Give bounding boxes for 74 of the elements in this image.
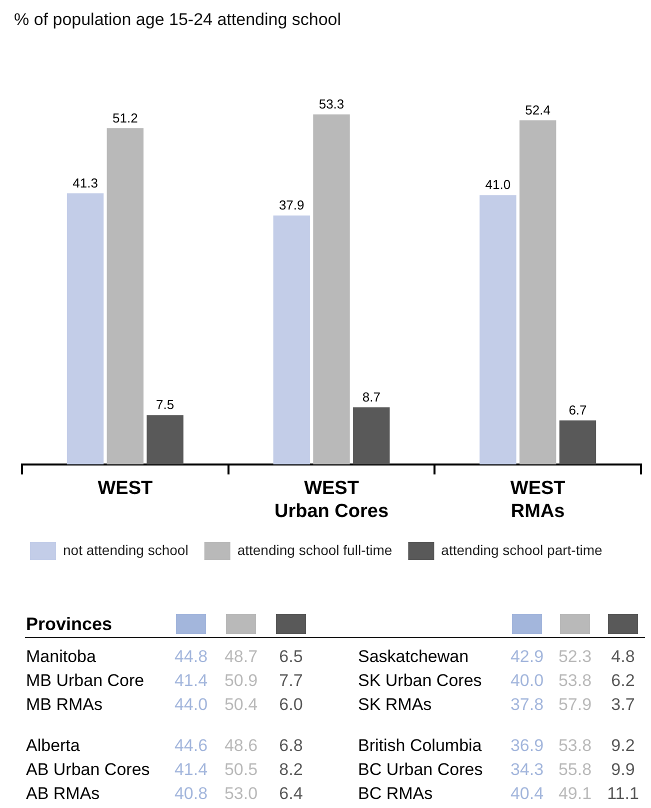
chart-title: % of population age 15-24 attending school <box>14 10 342 29</box>
data-label: 41.4 <box>173 671 209 691</box>
legend-label: attending school part-time <box>441 542 602 558</box>
data-label: 44.0 <box>173 695 209 715</box>
data-label: 53.0 <box>223 784 259 804</box>
data-label: 6.0 <box>278 695 304 715</box>
text: Provinces <box>26 614 112 635</box>
data-label: 7.7 <box>278 671 304 691</box>
bar <box>353 407 390 464</box>
legend-label: attending school full-time <box>237 542 392 558</box>
data-label: 57.9 <box>557 695 593 715</box>
bar <box>66 193 104 464</box>
data-label: 37.9 <box>278 198 304 213</box>
bar <box>106 128 144 464</box>
category-label: MB RMAs <box>26 695 104 715</box>
data-label: 50.4 <box>223 695 259 715</box>
data-label: 50.9 <box>223 671 259 691</box>
data-label: 44.8 <box>173 647 209 667</box>
data-label: 3.7 <box>610 695 636 715</box>
bar <box>480 195 516 464</box>
data-label: 50.5 <box>223 760 259 780</box>
data-label: 44.6 <box>173 736 209 756</box>
category-label: BC RMAs <box>358 784 434 804</box>
bar <box>146 415 184 464</box>
category-label: Saskatchewan <box>358 647 470 667</box>
data-label: 6.2 <box>610 671 636 691</box>
data-label: 40.0 <box>509 671 545 691</box>
data-label: 52.4 <box>525 102 550 118</box>
data-label: 48.7 <box>223 647 259 667</box>
data-label: 55.8 <box>557 760 593 780</box>
data-label: 40.8 <box>173 784 209 804</box>
data-label: 34.3 <box>509 760 545 780</box>
bar <box>273 216 310 464</box>
legend-label: not attending school <box>63 542 188 558</box>
bar <box>519 120 556 464</box>
data-label: 49.1 <box>557 784 593 804</box>
data-label: 53.8 <box>557 671 593 691</box>
x-tick-label: WEST RMAs <box>510 478 566 522</box>
data-label: 41.4 <box>173 760 209 780</box>
category-label: AB Urban Cores <box>26 760 151 780</box>
data-label: 41.3 <box>72 175 98 190</box>
category-label: MB Urban Core <box>26 671 146 691</box>
data-label: 40.4 <box>509 784 545 804</box>
data-label: 8.7 <box>362 389 380 404</box>
category-label: BC Urban Cores <box>358 760 484 780</box>
bar <box>313 114 350 464</box>
bar <box>559 420 596 464</box>
data-label: 6.5 <box>278 647 304 667</box>
category-label: AB RMAs <box>26 784 101 804</box>
data-label: 11.1 <box>606 784 640 804</box>
data-label: 6.8 <box>278 736 304 756</box>
category-label: British Columbia <box>358 736 483 756</box>
data-label: 6.4 <box>278 784 304 804</box>
data-label: 51.2 <box>112 110 138 126</box>
category-label: Alberta <box>26 736 81 756</box>
data-label: 52.3 <box>557 647 593 667</box>
data-label: 53.8 <box>557 736 593 756</box>
data-label: 42.9 <box>509 647 545 667</box>
category-label: SK Urban Cores <box>358 671 483 691</box>
data-label: 6.7 <box>568 402 587 418</box>
data-label: 4.8 <box>610 647 636 667</box>
data-label: 36.9 <box>509 736 545 756</box>
x-tick-label: WEST Urban Cores <box>274 478 389 522</box>
category-label: Manitoba <box>26 647 97 667</box>
data-label: 7.5 <box>156 397 174 412</box>
category-label: SK RMAs <box>358 695 433 715</box>
data-label: 37.8 <box>509 695 545 715</box>
data-label: 8.2 <box>278 760 304 780</box>
x-tick-label: WEST <box>98 478 153 500</box>
data-label: 53.3 <box>318 96 344 112</box>
data-label: 9.9 <box>610 760 636 780</box>
data-label: 9.2 <box>610 736 636 756</box>
data-label: 48.6 <box>223 736 259 756</box>
data-label: 41.0 <box>485 177 511 192</box>
